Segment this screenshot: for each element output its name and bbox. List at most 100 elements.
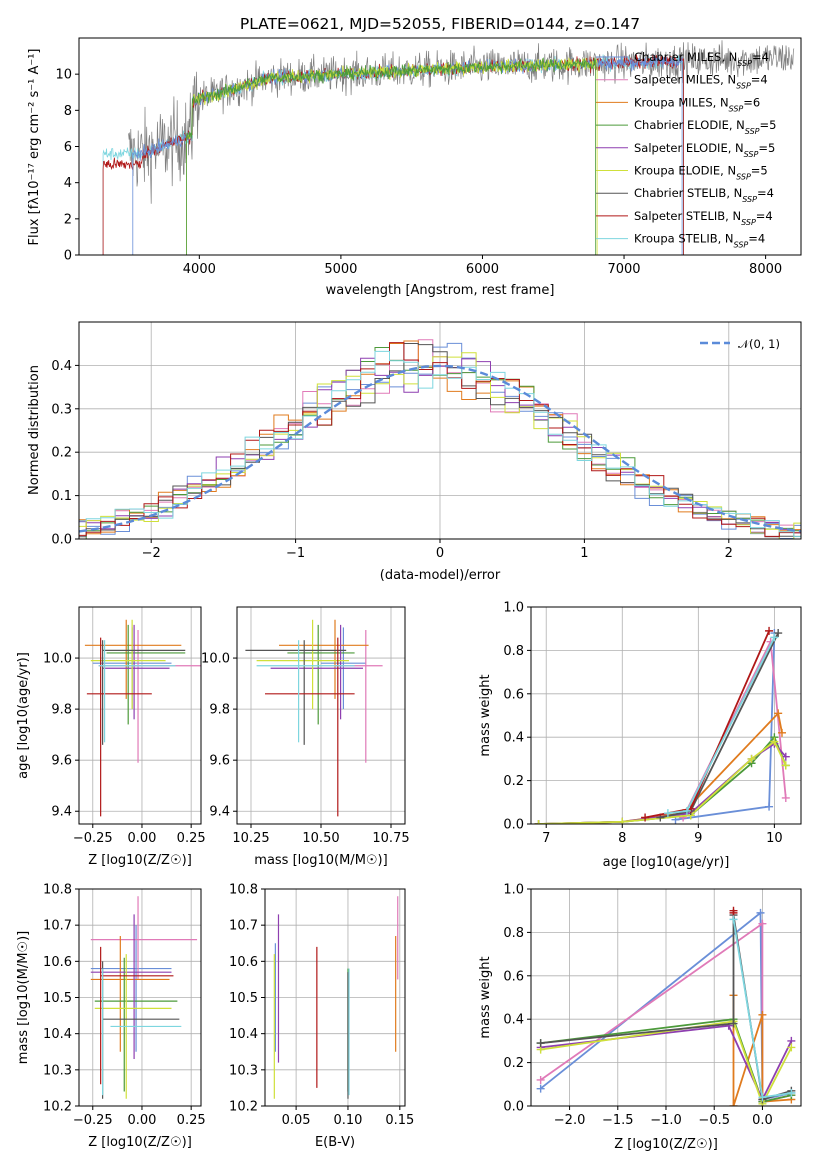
weight-vs-Z-ytick-label: 0.0 — [503, 1100, 524, 1115]
normal-reference-curve — [79, 364, 801, 533]
age-vs-mass-ytick-label: 9.8 — [209, 703, 230, 718]
spectrum-ytick-label: 10 — [55, 68, 72, 83]
weight-vs-age-point-marker — [747, 754, 756, 763]
weight-vs-age-point-marker — [770, 737, 779, 746]
weight-vs-age-point-marker — [765, 802, 774, 811]
mass-vs-ebv-xtick-label: 0.10 — [333, 1113, 362, 1128]
weight-vs-age-point-marker — [777, 728, 786, 737]
weight-vs-Z-ytick-label: 0.8 — [503, 926, 524, 941]
age-vs-Z-plot-area — [84, 619, 201, 817]
weight-vs-age-series-line — [644, 630, 770, 819]
age-vs-Z-frame — [78, 606, 202, 825]
mass-vs-Z-ytick-label: 10.6 — [43, 955, 72, 970]
weight-vs-Z-point-marker — [729, 1102, 738, 1106]
mass-vs-Z-xlabel: Z [log10(Z/Z☉)] — [88, 1135, 192, 1150]
weight-vs-Z-point-marker — [536, 1039, 545, 1048]
model-spectrum-line — [186, 57, 598, 255]
model-spectrum-line — [186, 57, 597, 255]
mass-vs-ebv-xtick-label: 0.05 — [282, 1113, 311, 1128]
mass-vs-ebv-xtick-label: 0.15 — [385, 1113, 414, 1128]
weight-vs-age-xlabel: age [log10(age/yr)] — [603, 855, 730, 870]
mass-vs-ebv-ytick-label: 10.2 — [229, 1100, 258, 1115]
spectrum-xtick-label: 4000 — [183, 262, 216, 277]
residual-histogram-step — [79, 350, 801, 538]
age-vs-mass-xtick-label: 10.25 — [232, 831, 269, 846]
residuals-ytick-label: 0.0 — [51, 533, 72, 548]
residual-histogram-step — [79, 342, 801, 537]
residuals-ytick-label: 0.2 — [51, 446, 72, 461]
residuals-ylabel: Normed distribution — [27, 365, 42, 495]
spectrum-axes — [75, 73, 767, 259]
weight-vs-age-ytick-label: 0.4 — [503, 731, 524, 746]
weight-vs-age-xtick-label: 10 — [766, 831, 783, 846]
age-vs-Z-ytick-label: 9.8 — [51, 703, 72, 718]
spectrum-legend-label: Salpeter ELODIE, NSSP=5 — [634, 141, 775, 159]
mass-vs-ebv-ytick-label: 10.8 — [229, 883, 258, 898]
mass-vs-Z-frame — [78, 888, 202, 1107]
mass-vs-Z-ytick-label: 10.5 — [43, 991, 72, 1006]
spectrum-xtick-label: 8000 — [749, 262, 782, 277]
weight-vs-Z-point-marker — [536, 1084, 545, 1093]
weight-vs-age-series-line — [538, 742, 787, 824]
spectrum-legend-label: Chabrier ELODIE, NSSP=5 — [634, 118, 776, 136]
weight-vs-age-ytick-label: 0.0 — [503, 818, 524, 833]
spectrum-frame — [78, 37, 802, 256]
residual-histogram-step — [79, 343, 801, 538]
mass-vs-ebv-ytick-label: 10.7 — [229, 919, 258, 934]
weight-vs-Z-point-marker — [758, 1093, 767, 1102]
age-vs-mass-ytick-label: 10.0 — [201, 652, 230, 667]
age-vs-Z-ytick-label: 9.6 — [51, 754, 72, 769]
mass-vs-ebv-plot-area — [273, 896, 399, 1099]
spectrum-legend-label: Chabrier STELIB, NSSP=4 — [634, 186, 774, 204]
spectrum-legend-label: Kroupa STELIB, NSSP=4 — [634, 232, 765, 250]
weight-vs-Z-point-marker — [756, 908, 765, 917]
weight-vs-age-xtick-label: 7 — [542, 831, 550, 846]
mass-vs-Z-xtick-label: 0.00 — [127, 1113, 156, 1128]
age-vs-mass-axes — [233, 607, 405, 828]
residuals-frame — [78, 321, 802, 540]
residuals-xtick-label: 1 — [580, 546, 588, 561]
spectrum-legend-label: Kroupa ELODIE, NSSP=5 — [634, 164, 768, 182]
spectrum-plot-area — [102, 40, 795, 255]
model-spectrum-line — [102, 54, 684, 255]
age-vs-Z-axes — [75, 607, 201, 828]
age-vs-Z-xlabel: Z [log10(Z/Z☉)] — [88, 853, 192, 868]
weight-vs-age-point-marker — [765, 626, 774, 635]
mass-vs-Z-xtick-label: −0.25 — [73, 1113, 113, 1128]
weight-vs-Z-xlabel: Z [log10(Z/Z☉)] — [614, 1137, 718, 1152]
weight-vs-age-point-marker — [641, 813, 650, 822]
mass-vs-ebv-frame — [264, 888, 406, 1107]
spectrum-legend-label: Salpeter MILES, NSSP=4 — [634, 73, 768, 91]
mass-vs-Z-ytick-label: 10.8 — [43, 883, 72, 898]
weight-vs-age-xtick-label: 9 — [694, 831, 702, 846]
weight-vs-Z-series-line — [540, 1020, 793, 1106]
age-vs-Z-ylabel: age [log10(age/yr)] — [16, 652, 31, 779]
model-spectrum-line — [132, 54, 683, 255]
weight-vs-Z-point-marker — [729, 1019, 738, 1028]
residuals-xtick-label: 2 — [725, 546, 733, 561]
age-vs-mass-ytick-label: 9.4 — [209, 805, 230, 820]
spectrum-legend-label: Salpeter STELIB, NSSP=4 — [634, 209, 773, 227]
mass-vs-ebv-ytick-label: 10.3 — [229, 1063, 258, 1078]
spectrum-ytick-label: 4 — [64, 176, 72, 191]
weight-vs-age-ylabel: mass weight — [478, 674, 493, 756]
weight-vs-age-point-marker — [663, 809, 672, 818]
mass-vs-Z-xtick-label: 0.25 — [177, 1113, 206, 1128]
weight-vs-age-series-line — [675, 632, 776, 821]
spectrum-ytick-label: 2 — [64, 212, 72, 227]
weight-vs-age-plot-area — [534, 626, 790, 824]
weight-vs-age-point-marker — [774, 629, 783, 638]
residuals-axes — [75, 322, 801, 543]
mass-vs-ebv-ytick-label: 10.5 — [229, 991, 258, 1006]
age-vs-Z-xtick-label: 0.25 — [177, 831, 206, 846]
weight-vs-Z-series-line — [540, 911, 792, 1101]
age-vs-mass-xlabel: mass [log10(M/M☉)] — [254, 853, 387, 868]
spectrum-ytick-label: 8 — [64, 104, 72, 119]
age-vs-mass-plot-area — [245, 619, 383, 817]
weight-vs-Z-xtick-label: −0.5 — [698, 1113, 730, 1128]
weight-vs-Z-ylabel: mass weight — [478, 956, 493, 1038]
weight-vs-Z-frame — [530, 888, 802, 1107]
weight-vs-age-series-line — [538, 740, 787, 824]
spectrum-ylabel: Flux [fλ10⁻¹⁷ erg cm⁻² s⁻¹ A⁻¹] — [27, 49, 42, 246]
